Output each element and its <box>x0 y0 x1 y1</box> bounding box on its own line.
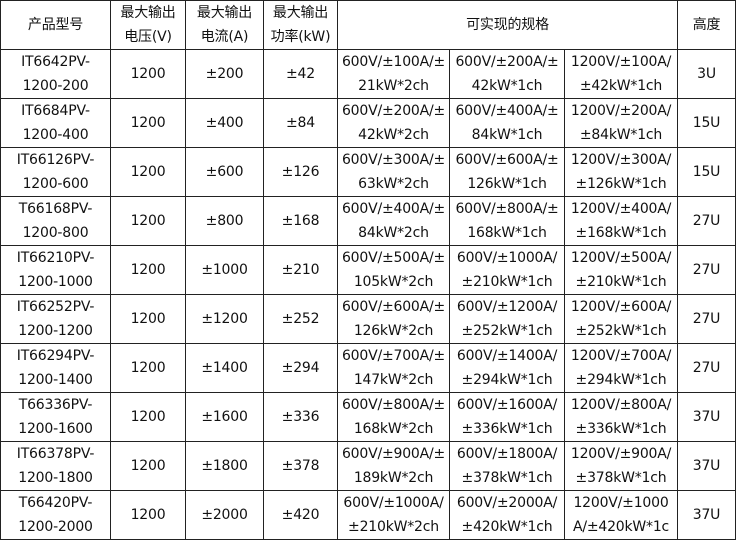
cell-max-power: ±378 <box>263 441 338 491</box>
cell-height: 27U <box>677 245 736 295</box>
header-height: 高度 <box>677 0 736 50</box>
cell-config-1200v-1ch: 1200V/±1000 A/±420kW*1c <box>564 490 678 540</box>
cell-max-power: ±336 <box>263 392 338 442</box>
header-max-voltage: 最大输出 电压(V) <box>110 0 186 50</box>
header-row: 产品型号 最大输出 电压(V) 最大输出 电流(A) 最大输出 功率(kW) 可… <box>0 0 736 50</box>
cell-model: IT6684PV- 1200-400 <box>0 98 111 148</box>
table-row: IT66294PV- 1200-1400 1200 ±1400 ±294 600V/±7… <box>0 343 736 393</box>
cell-config-1200v-1ch: 1200V/±800A/ ±336kW*1ch <box>564 392 678 442</box>
cell-config-600v-1ch: 600V/±2000A/ ±420kW*1ch <box>449 490 565 540</box>
cell-config-2ch: 600V/±1000A/ ±210kW*2ch <box>337 490 450 540</box>
cell-config-600v-1ch: 600V/±1600A/ ±336kW*1ch <box>449 392 565 442</box>
cell-config-1200v-1ch: 1200V/±100A/ ±42kW*1ch <box>564 49 678 99</box>
cell-config-2ch: 600V/±200A/± 42kW*2ch <box>337 98 450 148</box>
cell-max-voltage: 1200 <box>110 98 186 148</box>
cell-max-power: ±210 <box>263 245 338 295</box>
table-row: IT66252PV- 1200-1200 1200 ±1200 ±252 600V/±6… <box>0 294 736 344</box>
cell-max-power: ±84 <box>263 98 338 148</box>
cell-height: 37U <box>677 490 736 540</box>
cell-config-1200v-1ch: 1200V/±600A/ ±252kW*1ch <box>564 294 678 344</box>
cell-max-voltage: 1200 <box>110 343 186 393</box>
cell-config-1200v-1ch: 1200V/±900A/ ±378kW*1ch <box>564 441 678 491</box>
table-row: IT66378PV- 1200-1800 1200 ±1800 ±378 600V/±9… <box>0 441 736 491</box>
cell-max-current: ±1600 <box>185 392 264 442</box>
cell-config-600v-1ch: 600V/±400A/± 84kW*1ch <box>449 98 565 148</box>
cell-config-2ch: 600V/±600A/± 126kW*2ch <box>337 294 450 344</box>
cell-config-2ch: 600V/±400A/± 84kW*2ch <box>337 196 450 246</box>
cell-max-voltage: 1200 <box>110 441 186 491</box>
cell-config-600v-1ch: 600V/±1200A/ ±252kW*1ch <box>449 294 565 344</box>
cell-max-voltage: 1200 <box>110 49 186 99</box>
table-row: T66420PV- 1200-2000 1200 ±2000 ±420 600V/±10… <box>0 490 736 540</box>
cell-model: IT66378PV- 1200-1800 <box>0 441 111 491</box>
cell-max-voltage: 1200 <box>110 196 186 246</box>
cell-max-current: ±2000 <box>185 490 264 540</box>
cell-config-1200v-1ch: 1200V/±700A/ ±294kW*1ch <box>564 343 678 393</box>
cell-height: 15U <box>677 98 736 148</box>
cell-config-2ch: 600V/±700A/± 147kW*2ch <box>337 343 450 393</box>
cell-height: 15U <box>677 147 736 197</box>
cell-config-600v-1ch: 600V/±1800A/ ±378kW*1ch <box>449 441 565 491</box>
cell-max-current: ±1000 <box>185 245 264 295</box>
cell-model: IT66252PV- 1200-1200 <box>0 294 111 344</box>
header-model: 产品型号 <box>0 0 111 50</box>
cell-config-600v-1ch: 600V/±1400A/ ±294kW*1ch <box>449 343 565 393</box>
cell-config-2ch: 600V/±500A/± 105kW*2ch <box>337 245 450 295</box>
cell-max-current: ±1800 <box>185 441 264 491</box>
cell-model: T66420PV- 1200-2000 <box>0 490 111 540</box>
cell-max-current: ±400 <box>185 98 264 148</box>
cell-config-600v-1ch: 600V/±800A/± 168kW*1ch <box>449 196 565 246</box>
cell-config-600v-1ch: 600V/±600A/± 126kW*1ch <box>449 147 565 197</box>
table-row: IT66126PV- 1200-600 1200 ±600 ±126 600V/±300… <box>0 147 736 197</box>
cell-max-power: ±420 <box>263 490 338 540</box>
table-body: IT6642PV- 1200-200 1200 ±200 ±42 600V/±100A/… <box>0 49 736 540</box>
cell-max-voltage: 1200 <box>110 147 186 197</box>
cell-max-current: ±800 <box>185 196 264 246</box>
cell-max-voltage: 1200 <box>110 294 186 344</box>
table-row: IT6642PV- 1200-200 1200 ±200 ±42 600V/±100A/… <box>0 49 736 99</box>
cell-height: 27U <box>677 294 736 344</box>
cell-model: IT6642PV- 1200-200 <box>0 49 111 99</box>
cell-config-600v-1ch: 600V/±200A/± 42kW*1ch <box>449 49 565 99</box>
cell-max-current: ±1400 <box>185 343 264 393</box>
cell-max-voltage: 1200 <box>110 490 186 540</box>
table-row: IT66210PV- 1200-1000 1200 ±1000 ±210 600V/±5… <box>0 245 736 295</box>
cell-model: IT66210PV- 1200-1000 <box>0 245 111 295</box>
cell-height: 27U <box>677 343 736 393</box>
cell-max-current: ±200 <box>185 49 264 99</box>
cell-config-1200v-1ch: 1200V/±200A/ ±84kW*1ch <box>564 98 678 148</box>
cell-config-1200v-1ch: 1200V/±400A/ ±168kW*1ch <box>564 196 678 246</box>
header-configurations: 可实现的规格 <box>337 0 678 50</box>
cell-max-current: ±1200 <box>185 294 264 344</box>
cell-model: IT66126PV- 1200-600 <box>0 147 111 197</box>
cell-model: IT66294PV- 1200-1400 <box>0 343 111 393</box>
table-row: T66336PV- 1200-1600 1200 ±1600 ±336 600V/±80… <box>0 392 736 442</box>
cell-max-power: ±252 <box>263 294 338 344</box>
cell-config-2ch: 600V/±100A/± 21kW*2ch <box>337 49 450 99</box>
cell-max-power: ±168 <box>263 196 338 246</box>
cell-max-current: ±600 <box>185 147 264 197</box>
table-row: T66168PV- 1200-800 1200 ±800 ±168 600V/±400A… <box>0 196 736 246</box>
cell-config-2ch: 600V/±800A/± 168kW*2ch <box>337 392 450 442</box>
cell-config-2ch: 600V/±300A/± 63kW*2ch <box>337 147 450 197</box>
cell-height: 37U <box>677 441 736 491</box>
cell-config-1200v-1ch: 1200V/±300A/ ±126kW*1ch <box>564 147 678 197</box>
header-max-power: 最大输出 功率(kW) <box>263 0 338 50</box>
cell-model: T66168PV- 1200-800 <box>0 196 111 246</box>
cell-max-voltage: 1200 <box>110 392 186 442</box>
header-max-current: 最大输出 电流(A) <box>185 0 264 50</box>
table-row: IT6684PV- 1200-400 1200 ±400 ±84 600V/±200A/… <box>0 98 736 148</box>
cell-max-power: ±126 <box>263 147 338 197</box>
cell-model: T66336PV- 1200-1600 <box>0 392 111 442</box>
cell-height: 3U <box>677 49 736 99</box>
cell-config-1200v-1ch: 1200V/±500A/ ±210kW*1ch <box>564 245 678 295</box>
cell-height: 27U <box>677 196 736 246</box>
cell-height: 37U <box>677 392 736 442</box>
cell-config-600v-1ch: 600V/±1000A/ ±210kW*1ch <box>449 245 565 295</box>
cell-max-power: ±294 <box>263 343 338 393</box>
cell-config-2ch: 600V/±900A/± 189kW*2ch <box>337 441 450 491</box>
cell-max-power: ±42 <box>263 49 338 99</box>
cell-max-voltage: 1200 <box>110 245 186 295</box>
